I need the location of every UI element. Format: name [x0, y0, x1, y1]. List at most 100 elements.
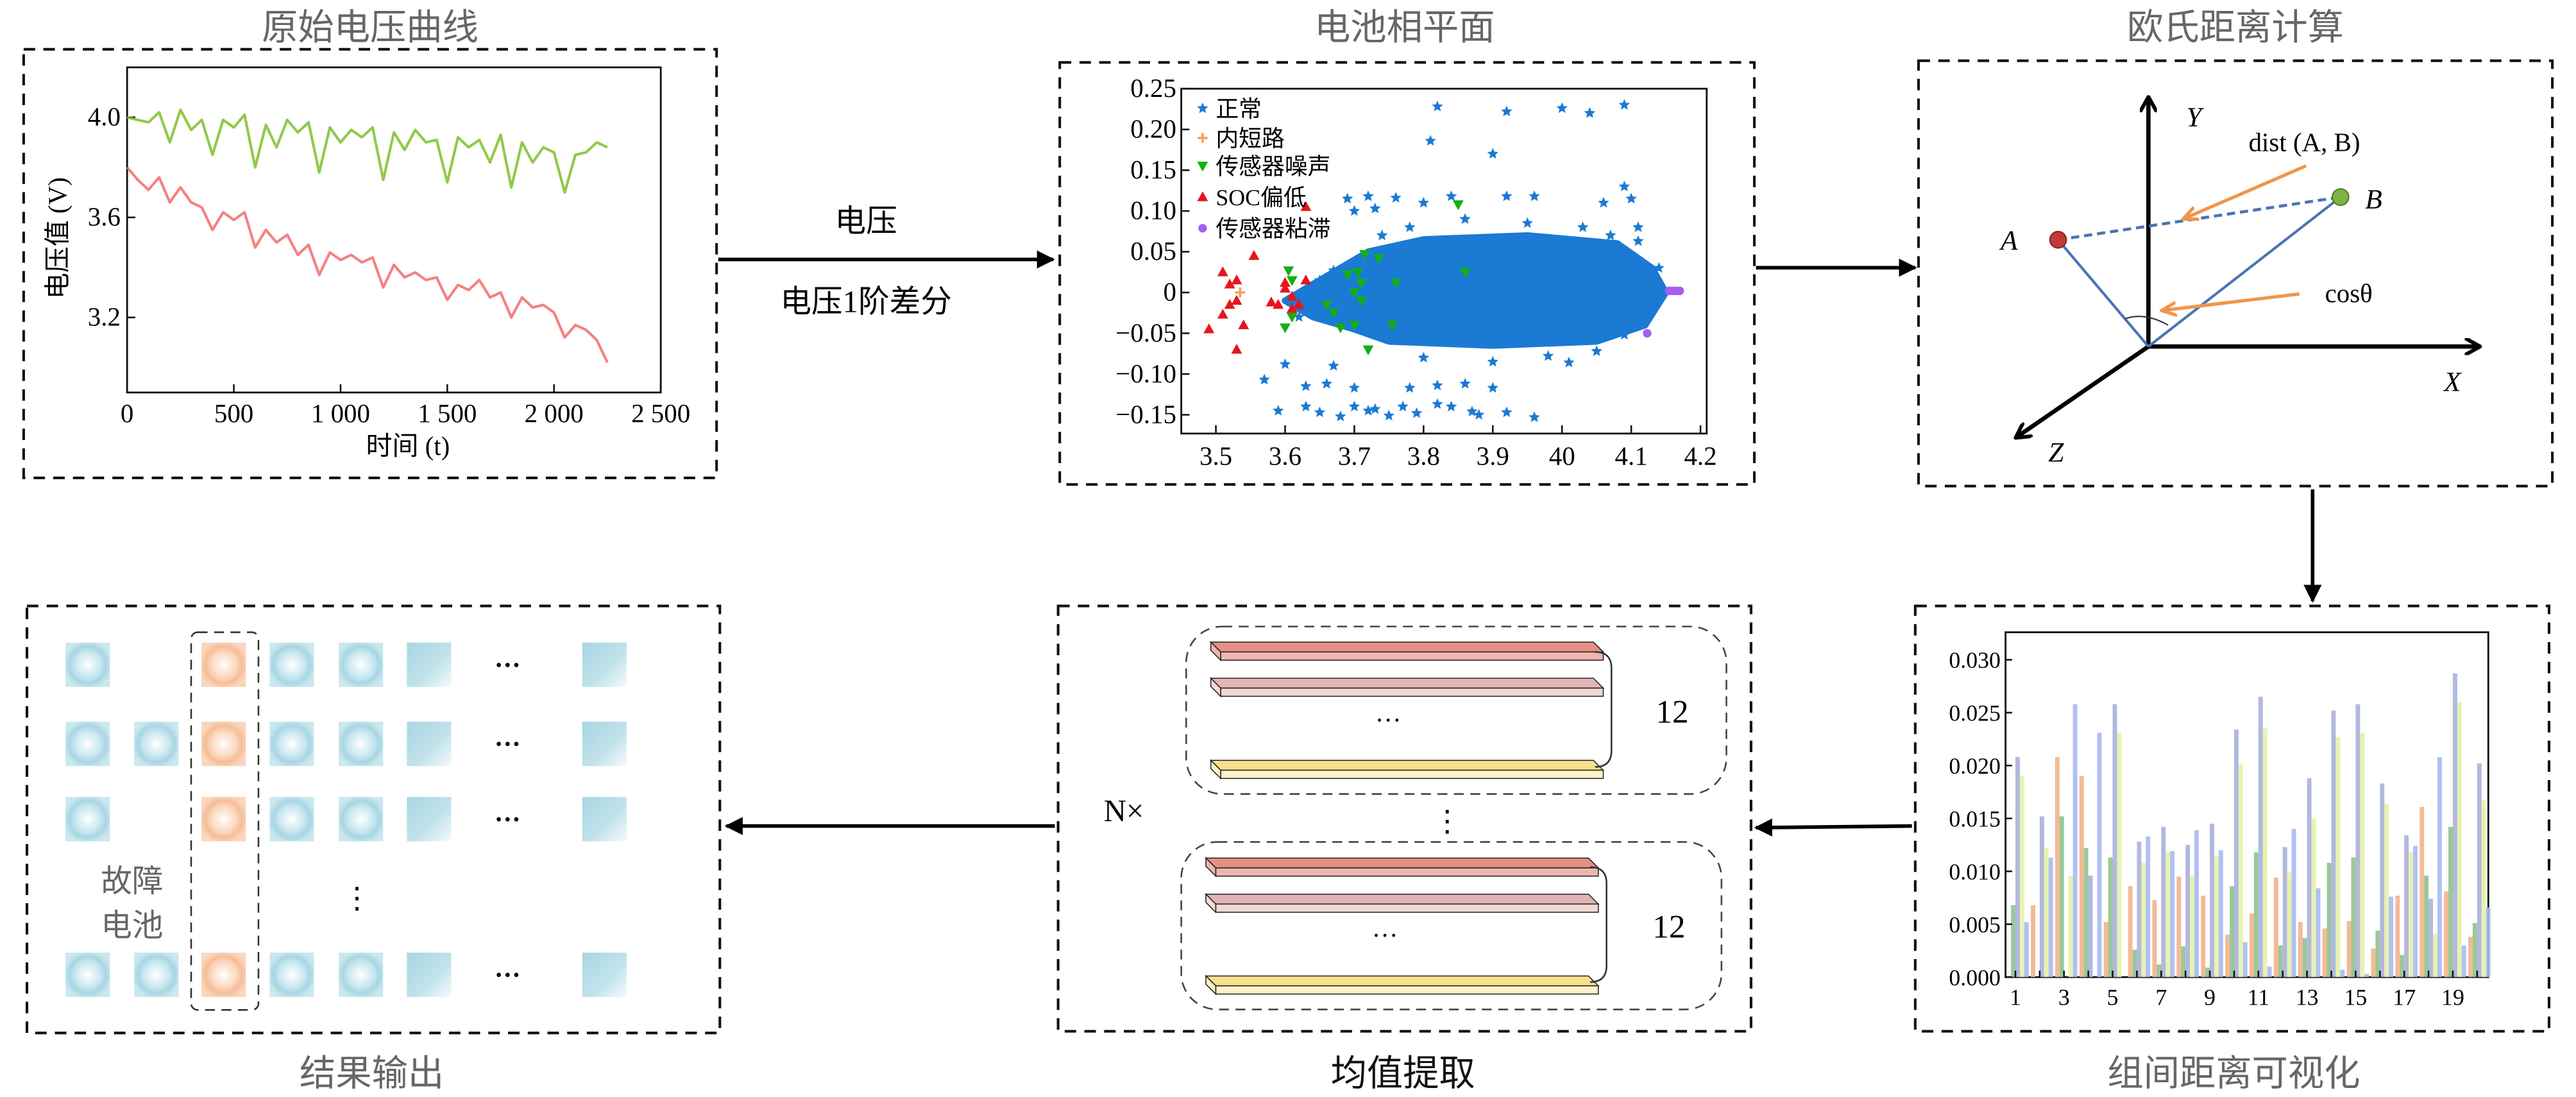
distance-bar [2059, 816, 2064, 978]
normal-battery-cell [65, 797, 110, 842]
distance-bar [2141, 862, 2146, 978]
distance-bar [2437, 757, 2442, 978]
scatter-point-triangle-up [1293, 299, 1305, 309]
normal-battery-cell [134, 952, 179, 998]
distance-bar [2234, 729, 2239, 978]
raw-voltage-frame [22, 47, 718, 479]
legend-label: 传感器粘滞 [1216, 216, 1330, 242]
battery-cell [407, 952, 452, 998]
legend-label: 传感器噪声 [1216, 153, 1330, 179]
distance-bar [2360, 733, 2365, 978]
scatter-point-star [1625, 192, 1637, 204]
raw-voltage-panel: 原始电压曲线 0 500 1 000 1 500 2 000 2 500 3.2 3.6 4.0… [22, 8, 718, 479]
battery-grid: ··· ··· ··· ··· [65, 642, 627, 998]
y-tick-label: 0.20 [1130, 115, 1176, 144]
distance-bar [2258, 697, 2263, 978]
scatter-point-star [1369, 403, 1381, 414]
feature-bar-front [1215, 985, 1599, 995]
x-tick-label: 3 [2058, 985, 2070, 1010]
feature-bar-side [1210, 677, 1221, 698]
point-b [2332, 188, 2350, 207]
distance-bar [2364, 974, 2369, 978]
scatter-point-triangle-up [1280, 282, 1291, 293]
phase-plane-title: 电池相平面 [1314, 8, 1495, 47]
distance-bar [2316, 888, 2321, 978]
distance-bar [2326, 862, 2332, 978]
feature-bar-side [1210, 641, 1221, 661]
distance-bar [2355, 704, 2360, 978]
distance-bar [2132, 949, 2137, 978]
scatter-point-star [1321, 378, 1333, 389]
group-vertical-ellipsis: ⋮ [1432, 804, 1462, 837]
x-tick-label: 1 500 [418, 399, 477, 428]
point-a [2049, 230, 2067, 249]
scatter-point-triangle-down [1321, 300, 1332, 310]
distance-bar [2273, 878, 2278, 978]
distance-bar [2419, 806, 2425, 978]
feature-bar-top [1205, 975, 1600, 987]
scatter-point-star [1403, 221, 1416, 232]
x-tick-label: 4.1 [1615, 441, 1648, 470]
euclid-frame [1917, 59, 2554, 488]
distance-bar [2340, 969, 2345, 978]
distance-bar [2108, 857, 2113, 978]
x-tick-label: 5 [2107, 985, 2119, 1010]
plot-area [126, 66, 662, 394]
distance-bar [2400, 955, 2405, 978]
feature-ellipsis: ··· [1375, 706, 1402, 735]
scatter-point-star [1653, 262, 1665, 273]
x-tick-label: 0 [121, 399, 133, 428]
y-tick-label: 0.005 [1949, 912, 2001, 937]
distance-bar [2157, 964, 2162, 978]
distance-bar [2371, 948, 2376, 978]
scatter-point-star [1334, 410, 1346, 421]
scatter-point-star [1501, 105, 1513, 117]
scatter-point-star [1529, 411, 1540, 422]
distance-bar [2238, 764, 2243, 978]
distance-bar [2137, 841, 2142, 978]
normal-battery-cell [269, 797, 314, 842]
scatter-point-star [1314, 406, 1326, 418]
fault-label-line2: 电池 [101, 908, 163, 943]
legend-label: 正常 [1216, 96, 1262, 122]
distance-bar [2088, 875, 2093, 978]
scatter-point-star [1618, 180, 1631, 192]
scatter-point-circle [1643, 328, 1652, 338]
scatter-point-star [1432, 398, 1443, 409]
scatter-point-triangle-down [1362, 345, 1374, 355]
scatter-point-star [1383, 409, 1395, 421]
scatter-point-triangle-down [1373, 254, 1384, 264]
scatter-point-star [1501, 190, 1513, 201]
x-tick-label: 2 000 [525, 399, 584, 428]
fault-column-highlight [190, 631, 260, 1011]
point-b-label: B [2365, 184, 2382, 215]
feature-bar-front [1215, 903, 1599, 913]
distance-bar [2346, 921, 2351, 978]
x-tick-label: 15 [2344, 985, 2368, 1010]
raw-voltage-title: 原始电压曲线 [262, 8, 479, 47]
scatter-point-triangle-down [1280, 323, 1291, 334]
scatter-point-star [1487, 382, 1498, 393]
scatter-point-star [1341, 192, 1353, 204]
scatter-point-star [1403, 382, 1416, 393]
scatter-point-triangle-up [1217, 266, 1228, 276]
scatter-point-triangle-up [1224, 278, 1235, 289]
distance-bar [2128, 886, 2133, 978]
scatter-point-star [1314, 274, 1326, 285]
battery-cell [582, 642, 627, 687]
distance-bar [2055, 757, 2060, 978]
distance-bar [2210, 824, 2215, 978]
scatter-point-star [1618, 99, 1631, 110]
scatter-point-triangle-down [1286, 276, 1298, 286]
row-ellipsis: ··· [495, 805, 521, 834]
scatter-point-star [1529, 190, 1540, 201]
scatter-point-triangle-up [1217, 309, 1228, 319]
scatter-point-triangle-down [1355, 296, 1367, 307]
scatter-point-star [1328, 264, 1339, 276]
legend-marker-star [1197, 102, 1208, 114]
x-tick-label: 19 [2441, 985, 2464, 1010]
scatter-point-triangle-down [1459, 268, 1471, 278]
distance-bar [2161, 826, 2166, 978]
distance-bar [2335, 736, 2341, 978]
